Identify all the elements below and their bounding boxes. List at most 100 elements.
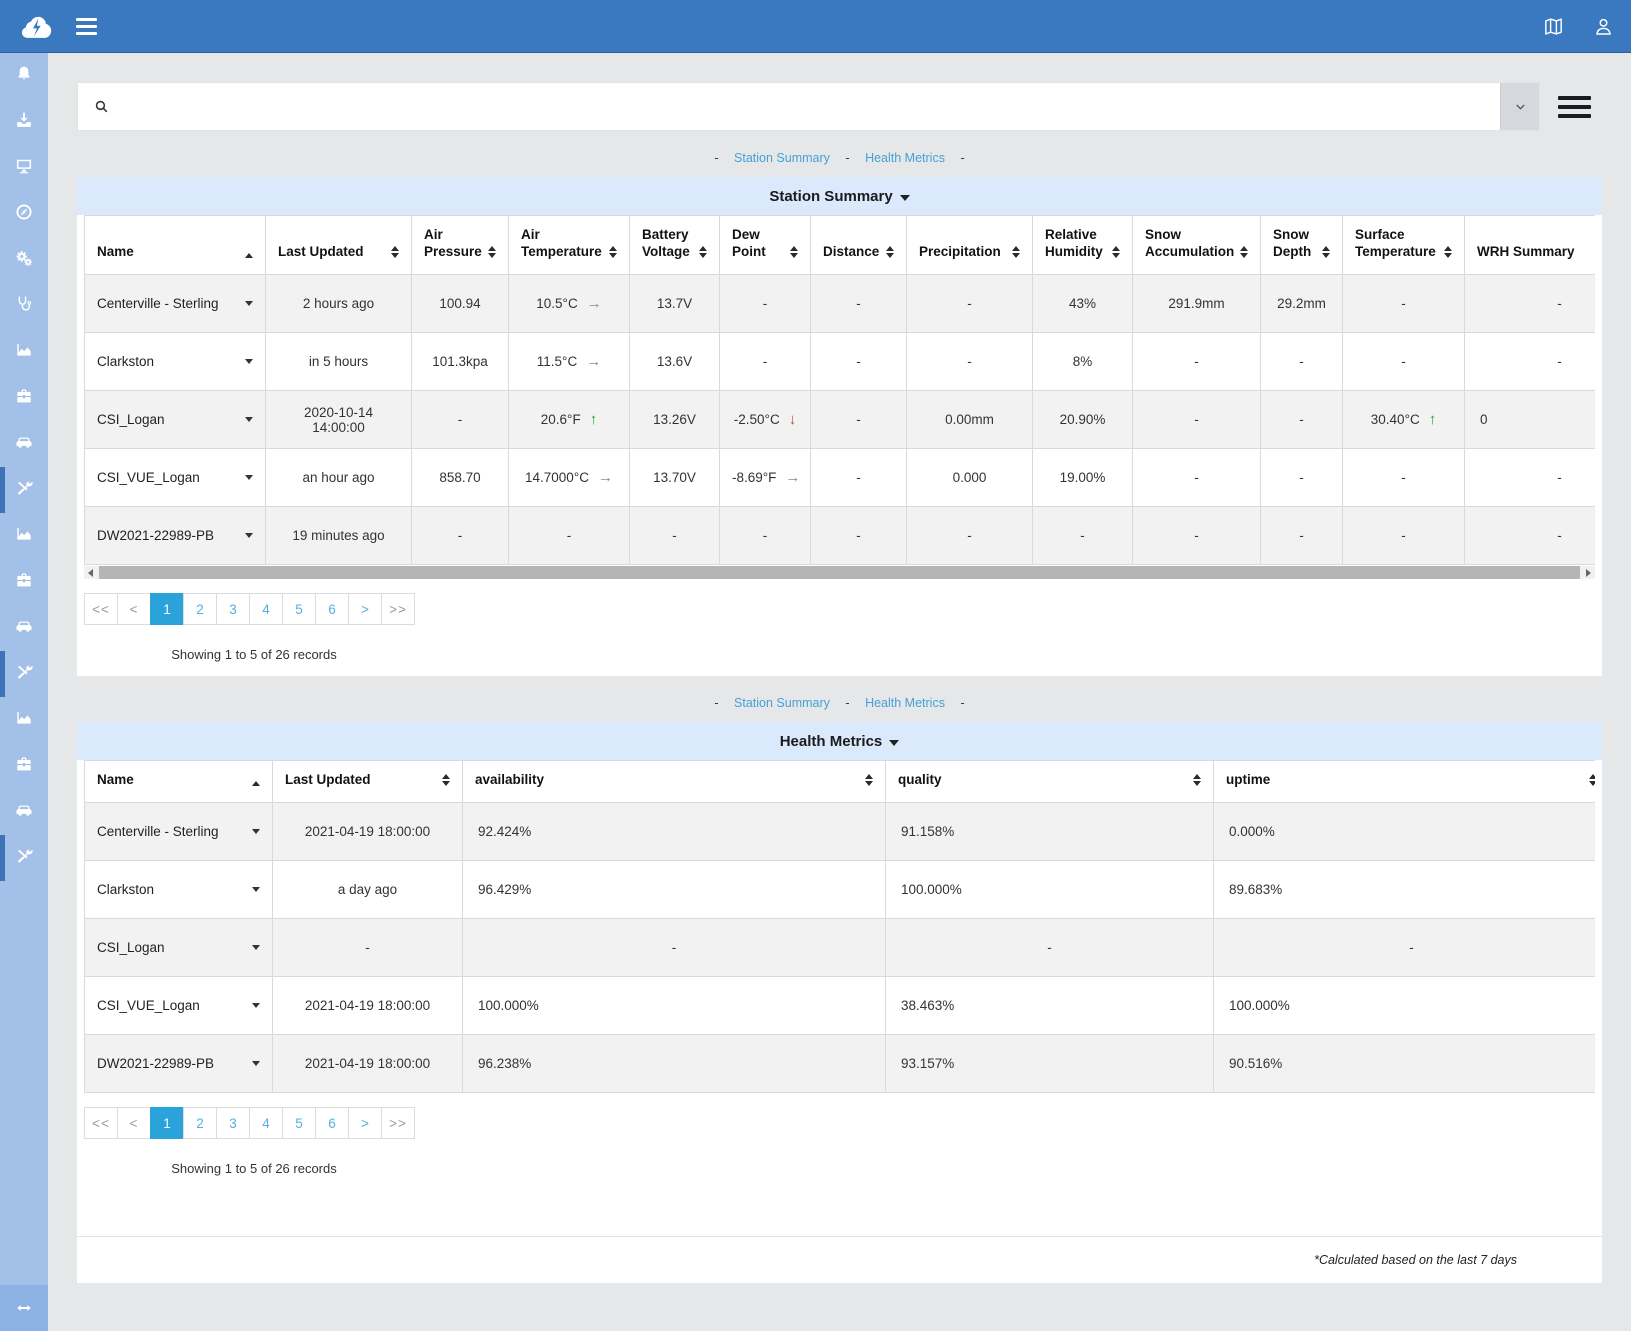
page-button-4[interactable]: 4 (249, 593, 283, 625)
column-header-precipitation[interactable]: Precipitation (906, 215, 1033, 275)
caret-down-icon (245, 533, 253, 538)
monitor-icon (14, 156, 34, 181)
sidebar-item-tools[interactable] (0, 467, 48, 513)
sidebar-item-toolbox[interactable] (0, 559, 48, 605)
sidebar-item-monitor[interactable] (0, 145, 48, 191)
station-name-cell[interactable]: Clarkston (84, 860, 273, 919)
station-name-cell[interactable]: Clarkston (84, 332, 266, 391)
scroll-left-button[interactable] (84, 566, 97, 579)
table-cell: 13.7V (629, 274, 720, 333)
table-cell: 19 minutes ago (265, 506, 412, 565)
nav-link-station-summary[interactable]: Station Summary (734, 151, 830, 165)
search-bar (77, 82, 1540, 131)
page-button-2[interactable]: 2 (183, 1107, 217, 1139)
sort-icon (1444, 246, 1452, 258)
tools-icon (14, 662, 34, 687)
page-button-next[interactable]: > (348, 593, 382, 625)
table-cell: - (810, 390, 907, 449)
station-name-cell[interactable]: DW2021-22989-PB (84, 506, 266, 565)
sidebar-item-gears[interactable] (0, 237, 48, 283)
page-button-nextnext[interactable]: >> (381, 1107, 415, 1139)
page-button-1[interactable]: 1 (150, 1107, 184, 1139)
page-button-5[interactable]: 5 (282, 1107, 316, 1139)
column-header-uptime[interactable]: uptime (1213, 760, 1595, 803)
column-header-battery-voltage[interactable]: Battery Voltage (629, 215, 720, 275)
sidebar-item-chart-area[interactable] (0, 329, 48, 375)
column-header-snow-accumulation[interactable]: Snow Accumulation (1132, 215, 1261, 275)
table-cell: - (1032, 506, 1133, 565)
sidebar-item-car[interactable] (0, 605, 48, 651)
column-header-last-updated[interactable]: Last Updated (272, 760, 463, 803)
layout-menu-button[interactable] (1558, 95, 1591, 118)
page-button-2[interactable]: 2 (183, 593, 217, 625)
column-header-wrh-summary[interactable]: WRH Summary (1464, 215, 1595, 275)
page-button-prevprev[interactable]: << (84, 593, 118, 625)
table-cell: - (1260, 332, 1343, 391)
hamburger-menu-icon[interactable] (76, 17, 97, 35)
search-dropdown-button[interactable] (1500, 83, 1539, 130)
sidebar-item-tools[interactable] (0, 835, 48, 881)
scroll-right-button[interactable] (1582, 566, 1595, 579)
page-button-1[interactable]: 1 (150, 593, 184, 625)
station-summary-title[interactable]: Station Summary (77, 177, 1602, 215)
user-icon[interactable] (1591, 14, 1615, 38)
page-button-3[interactable]: 3 (216, 1107, 250, 1139)
sidebar-collapse-toggle[interactable] (0, 1285, 48, 1331)
column-header-last-updated[interactable]: Last Updated (265, 215, 412, 275)
map-icon[interactable] (1541, 14, 1565, 38)
page-button-6[interactable]: 6 (315, 1107, 349, 1139)
station-name-cell[interactable]: Centerville - Sterling (84, 802, 273, 861)
page-button-prevprev[interactable]: << (84, 1107, 118, 1139)
table-cell: 2021-04-19 18:00:00 (272, 802, 463, 861)
page-button-6[interactable]: 6 (315, 593, 349, 625)
sidebar-item-tools[interactable] (0, 651, 48, 697)
sidebar-item-car[interactable] (0, 421, 48, 467)
page-button-4[interactable]: 4 (249, 1107, 283, 1139)
nav-dash: - (960, 696, 965, 710)
trend-arrow-right-icon: → (586, 295, 602, 312)
station-name-cell[interactable]: DW2021-22989-PB (84, 1034, 273, 1093)
table-cell: 92.424% (462, 802, 886, 861)
sidebar-item-bell[interactable] (0, 53, 48, 99)
column-header-availability[interactable]: availability (462, 760, 886, 803)
page-button-prev[interactable]: < (117, 593, 151, 625)
column-header-surface-temperature[interactable]: Surface Temperature (1342, 215, 1465, 275)
table-cell: 2 hours ago (265, 274, 412, 333)
station-name-cell[interactable]: CSI_VUE_Logan (84, 448, 266, 507)
health-metrics-title[interactable]: Health Metrics (77, 722, 1602, 760)
trend-arrow-right-icon: → (586, 353, 602, 370)
nav-link-station-summary[interactable]: Station Summary (734, 696, 830, 710)
sidebar-item-chart-area[interactable] (0, 513, 48, 559)
column-header-name[interactable]: Name (84, 760, 273, 803)
page-button-3[interactable]: 3 (216, 593, 250, 625)
station-name-cell[interactable]: CSI_VUE_Logan (84, 976, 273, 1035)
column-header-dew-point[interactable]: Dew Point (719, 215, 811, 275)
page-button-nextnext[interactable]: >> (381, 593, 415, 625)
page-button-5[interactable]: 5 (282, 593, 316, 625)
sidebar-item-chart-area[interactable] (0, 697, 48, 743)
column-header-air-temperature[interactable]: Air Temperature (508, 215, 630, 275)
station-name-cell[interactable]: CSI_Logan (84, 918, 273, 977)
sidebar-item-compass[interactable] (0, 191, 48, 237)
page-button-next[interactable]: > (348, 1107, 382, 1139)
sidebar-item-download[interactable] (0, 99, 48, 145)
column-header-quality[interactable]: quality (885, 760, 1214, 803)
sidebar-item-toolbox[interactable] (0, 743, 48, 789)
column-header-distance[interactable]: Distance (810, 215, 907, 275)
scrollbar-thumb[interactable] (99, 566, 1580, 579)
sidebar-item-car[interactable] (0, 789, 48, 835)
nav-link-health-metrics[interactable]: Health Metrics (865, 151, 945, 165)
table-row: CSI_VUE_Logan an hour ago 858.70 14.7000°C →… (84, 448, 1595, 507)
station-name-cell[interactable]: Centerville - Sterling (84, 274, 266, 333)
page-button-prev[interactable]: < (117, 1107, 151, 1139)
sidebar-item-toolbox[interactable] (0, 375, 48, 421)
sidebar-item-stethoscope[interactable] (0, 283, 48, 329)
column-header-snow-depth[interactable]: Snow Depth (1260, 215, 1343, 275)
station-name-cell[interactable]: CSI_Logan (84, 390, 266, 449)
column-header-relative-humidity[interactable]: Relative Humidity (1032, 215, 1133, 275)
compass-icon (14, 202, 34, 227)
column-header-name[interactable]: Name (84, 215, 266, 275)
search-input[interactable] (118, 83, 1500, 130)
nav-link-health-metrics[interactable]: Health Metrics (865, 696, 945, 710)
column-header-air-pressure[interactable]: Air Pressure (411, 215, 509, 275)
